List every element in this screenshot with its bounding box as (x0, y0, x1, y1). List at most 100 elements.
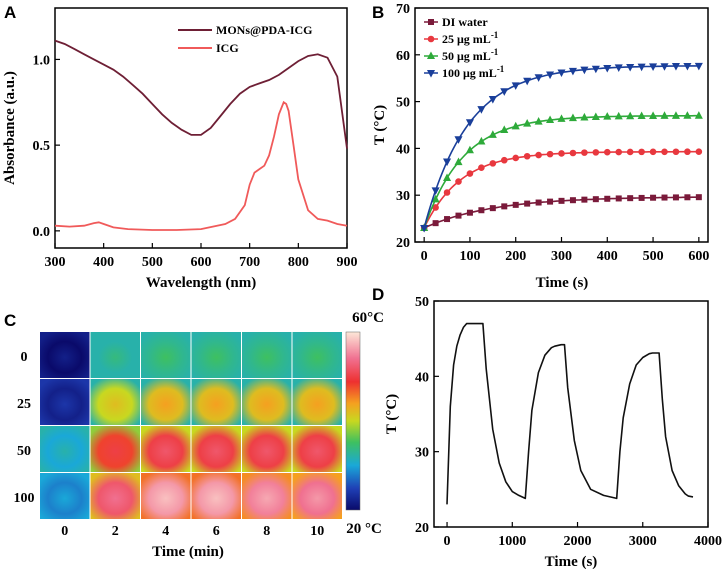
x-tick-label: 3000 (629, 534, 657, 549)
data-point (455, 178, 462, 185)
series-line (423, 114, 699, 229)
y-tick-label: 60 (396, 49, 410, 64)
panel-b-ylabel: T (°C) (372, 105, 388, 145)
legend-label: 100 μg mL-1 (442, 64, 505, 80)
data-point (478, 164, 485, 171)
data-point (523, 152, 531, 160)
legend-label-text: 100 μg mL (442, 66, 497, 80)
col-label: 8 (263, 524, 270, 539)
legend-label-sup: -1 (491, 47, 499, 57)
data-point (695, 148, 703, 156)
legend-label-text: 25 μg mL (442, 32, 491, 46)
data-point (428, 19, 434, 25)
data-point (534, 117, 543, 125)
panel-b-xlabel: Time (s) (536, 275, 589, 291)
colorbar (345, 331, 361, 511)
y-tick-label: 0.5 (33, 139, 51, 154)
data-point (500, 156, 508, 164)
row-label: 25 (17, 397, 31, 412)
thermal-image-cell (141, 379, 191, 425)
y-tick-label: 20 (396, 236, 410, 251)
thermal-image-cell (141, 473, 191, 519)
data-point (443, 158, 452, 167)
data-point (558, 197, 565, 204)
panel-a-chart: Wavelength (nm) Absorbance (a.u.) 300 400… (2, 7, 358, 291)
legend-label: 25 μg mL-1 (442, 30, 499, 46)
row-label: 50 (17, 444, 31, 459)
data-point (568, 113, 577, 122)
data-point (637, 63, 646, 72)
data-point (420, 224, 429, 233)
data-point (592, 149, 600, 156)
x-tick-label: 0 (421, 249, 428, 264)
data-point (660, 63, 669, 71)
legend-label-sup: -1 (491, 30, 499, 40)
data-point (661, 148, 668, 156)
colorbar-max-label: 60°C (352, 310, 384, 326)
data-point (649, 111, 658, 119)
panel-a-xlabel: Wavelength (nm) (146, 275, 256, 291)
data-point (546, 115, 555, 124)
panel-label-d: D (372, 285, 384, 304)
data-point (672, 148, 680, 156)
data-point (637, 111, 646, 120)
legend-label: 50 μg mL-1 (442, 47, 499, 63)
data-point (695, 194, 702, 201)
data-point (684, 194, 691, 201)
data-point (443, 189, 451, 196)
data-point (557, 114, 566, 122)
data-point (500, 125, 509, 133)
col-label: 4 (162, 524, 169, 539)
data-point (557, 69, 566, 78)
data-point (455, 212, 462, 219)
x-tick-label: 800 (288, 255, 309, 270)
data-point (581, 149, 588, 156)
data-point (512, 154, 520, 162)
data-point (603, 64, 612, 73)
row-label: 100 (14, 491, 35, 506)
legend-label-sup: -1 (497, 64, 505, 74)
panel-b-chart: Time (s) T (°C) 0 100 200 300 400 500 600 20 30 4… (372, 2, 709, 291)
x-tick-label: 0 (444, 534, 451, 549)
y-tick-label: 50 (396, 96, 410, 111)
data-point (580, 66, 589, 75)
y-tick-label: 1.0 (33, 53, 51, 68)
row-label: 0 (21, 350, 28, 365)
thermal-image-cell (40, 332, 90, 378)
thermal-image-cell (242, 473, 292, 519)
panel-d-frame (433, 300, 709, 528)
data-point (603, 148, 611, 156)
data-point (431, 187, 440, 195)
legend-label: DI water (442, 15, 488, 29)
data-point (591, 112, 600, 121)
data-point (547, 198, 554, 205)
data-point (501, 203, 508, 210)
panel-label-b: B (372, 3, 384, 22)
x-tick-label: 700 (239, 255, 260, 270)
data-point (591, 65, 600, 74)
data-point (432, 220, 439, 227)
data-point (649, 63, 658, 71)
x-tick-label: 4000 (694, 534, 722, 549)
y-tick-label: 0.0 (33, 225, 51, 240)
panel-label-c: C (4, 311, 16, 330)
panel-a-ylabel: Absorbance (a.u.) (2, 71, 18, 185)
data-point (661, 194, 668, 201)
data-point (569, 149, 577, 157)
x-tick-label: 2000 (564, 534, 592, 549)
data-point (523, 77, 532, 86)
x-tick-label: 400 (597, 249, 618, 264)
data-point (592, 196, 599, 203)
data-point (534, 74, 543, 82)
data-point (477, 136, 486, 145)
data-point (604, 195, 611, 202)
y-tick-label: 20 (415, 521, 429, 536)
data-point (454, 136, 463, 144)
data-point (638, 148, 645, 156)
data-point (500, 88, 509, 96)
series-line-cycles (446, 322, 694, 505)
panel-a-frame (54, 7, 348, 249)
data-point (427, 35, 435, 43)
colorbar-min-label: 20 °C (346, 521, 382, 537)
data-point (466, 209, 473, 216)
